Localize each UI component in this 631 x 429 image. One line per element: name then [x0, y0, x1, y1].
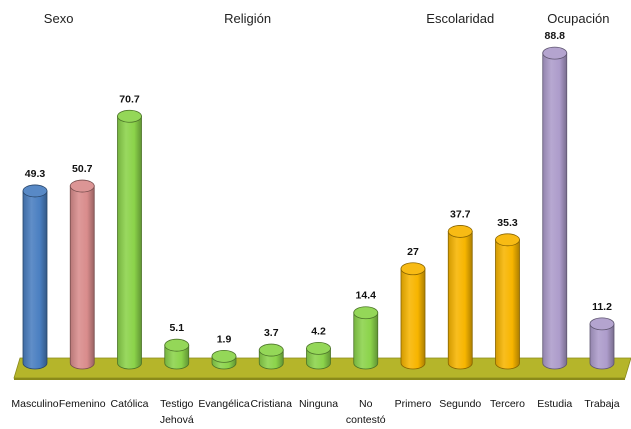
group-label: Escolaridad — [426, 11, 494, 26]
bar-body — [542, 52, 568, 370]
floor-edge — [14, 378, 625, 380]
value-label: 4.2 — [311, 325, 326, 337]
bar-top — [117, 109, 142, 123]
bars: 49.3 50.7 70.7 5.1 1.9 3.7 4.2 14.4 27 37.7 35.3 88… — [22, 30, 615, 370]
category-label: Evangélica — [198, 398, 250, 410]
bar-body — [353, 312, 379, 370]
value-label: 27 — [407, 246, 419, 258]
value-label: 3.7 — [264, 327, 279, 339]
bar-top — [353, 306, 379, 320]
category-label: No — [359, 398, 373, 410]
bar: 49.3 — [22, 168, 48, 370]
bar: 88.8 — [542, 30, 568, 370]
bar: 70.7 — [117, 93, 142, 370]
bar-top — [22, 184, 48, 198]
bar: 4.2 — [306, 325, 331, 370]
bar-top — [211, 349, 237, 363]
value-label: 11.2 — [592, 301, 612, 313]
bar-top — [542, 46, 568, 60]
category-label: Primero — [395, 398, 432, 410]
group-labels: Sexo Religión Escolaridad Ocupación — [44, 11, 610, 26]
value-label: 1.9 — [217, 333, 232, 345]
bar-body — [589, 323, 615, 370]
category-label: Jehová — [160, 414, 194, 426]
bar-body — [447, 231, 473, 370]
bar-body — [164, 344, 190, 370]
category-label: Segundo — [439, 398, 481, 410]
category-label: Cristiana — [251, 398, 293, 410]
bar-body — [495, 239, 520, 370]
category-label: Masculino — [11, 398, 58, 410]
bar: 27 — [400, 246, 426, 370]
bar: 35.3 — [495, 217, 520, 370]
value-label: 70.7 — [119, 93, 140, 105]
group-label: Sexo — [44, 11, 74, 26]
bar-top — [306, 341, 331, 355]
group-label: Ocupación — [547, 11, 609, 26]
category-label: contestó — [346, 414, 386, 426]
bar-top — [69, 179, 95, 193]
bar-top — [164, 338, 190, 352]
bar: 50.7 — [69, 163, 95, 370]
value-label: 49.3 — [25, 168, 46, 180]
bar: 5.1 — [164, 322, 190, 370]
bar-top — [400, 262, 426, 276]
category-label: Ninguna — [299, 398, 338, 410]
bar: 11.2 — [589, 301, 615, 370]
value-label: 88.8 — [545, 30, 566, 42]
bar: 14.4 — [353, 290, 379, 370]
value-label: 14.4 — [356, 290, 377, 302]
value-label: 35.3 — [497, 217, 518, 229]
bar-body — [22, 190, 48, 370]
value-label: 5.1 — [169, 322, 184, 334]
bar-body — [400, 268, 426, 370]
group-label: Religión — [224, 11, 271, 26]
bar-top — [589, 317, 615, 331]
category-label: Tercero — [490, 398, 525, 410]
value-label: 50.7 — [72, 163, 93, 175]
category-labels: Masculino Femenino Católica Testigo Jehová Ev… — [11, 398, 619, 426]
category-label: Testigo — [160, 398, 193, 410]
category-label: Católica — [111, 398, 149, 410]
bar-body — [117, 115, 142, 370]
bar: 1.9 — [211, 333, 237, 370]
bar-top — [495, 233, 520, 247]
bar: 3.7 — [258, 327, 284, 370]
bar-top — [258, 343, 284, 357]
bar-top — [447, 225, 473, 238]
bar-body — [69, 185, 95, 370]
category-label: Trabaja — [584, 398, 619, 410]
category-label: Estudia — [537, 398, 572, 410]
value-label: 37.7 — [450, 208, 471, 220]
bar: 37.7 — [447, 208, 473, 370]
category-label: Femenino — [59, 398, 106, 410]
